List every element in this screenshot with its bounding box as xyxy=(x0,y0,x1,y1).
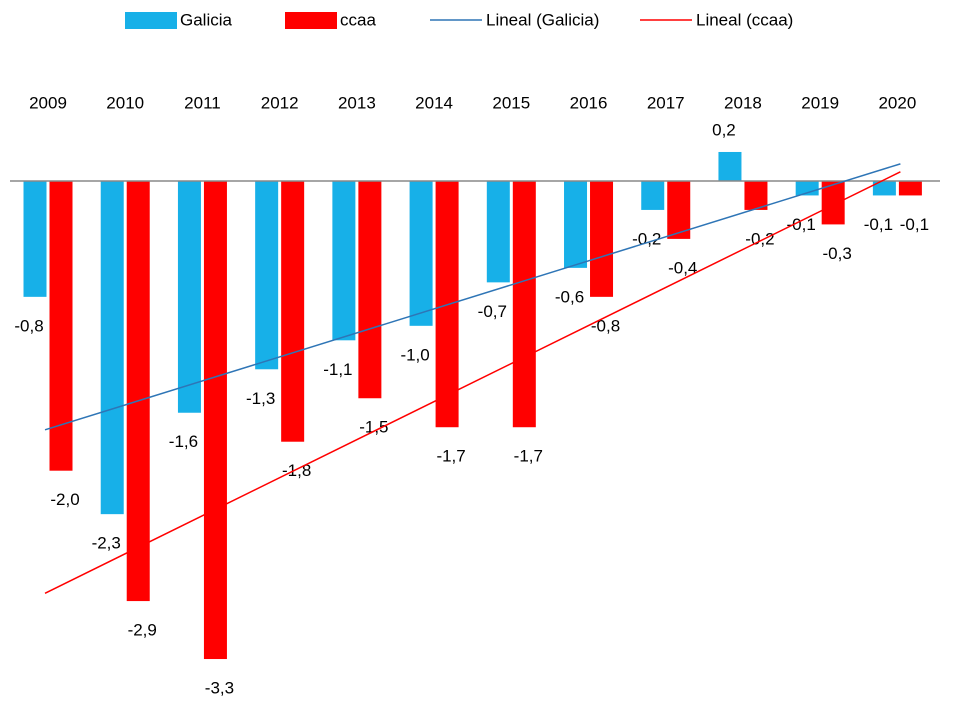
bar xyxy=(332,180,356,341)
value-label: -0,1 xyxy=(864,215,893,234)
value-label: -1,5 xyxy=(359,418,388,437)
bar xyxy=(564,180,588,268)
x-tick-label: 2014 xyxy=(415,93,453,112)
legend-swatch xyxy=(285,12,337,29)
legend-swatch xyxy=(125,12,177,29)
bar xyxy=(255,180,279,370)
value-label: -0,2 xyxy=(745,229,774,248)
legend-label: Lineal (ccaa) xyxy=(696,10,793,29)
value-label: -0,3 xyxy=(823,244,852,263)
x-tick-label: 2018 xyxy=(724,93,762,112)
value-label: 0,2 xyxy=(712,120,736,139)
bar xyxy=(177,180,201,413)
bar xyxy=(512,180,536,428)
bar xyxy=(872,180,896,196)
value-label: -1,0 xyxy=(400,345,429,364)
bar xyxy=(641,180,665,210)
x-tick-label: 2009 xyxy=(29,93,67,112)
bar xyxy=(358,180,382,399)
value-label: -0,6 xyxy=(555,287,584,306)
value-label: -0,8 xyxy=(591,316,620,335)
bar xyxy=(49,180,73,471)
x-tick-label: 2020 xyxy=(878,93,916,112)
legend-label: Lineal (Galicia) xyxy=(486,10,599,29)
value-label: -1,1 xyxy=(323,360,352,379)
value-label: -1,7 xyxy=(514,447,543,466)
legend-label: ccaa xyxy=(340,10,376,29)
value-label: -0,7 xyxy=(478,302,507,321)
value-label: -0,1 xyxy=(787,215,816,234)
value-label: -2,0 xyxy=(50,490,79,509)
bar xyxy=(203,180,227,660)
value-label: -0,2 xyxy=(632,229,661,248)
bar xyxy=(590,180,614,297)
x-tick-label: 2019 xyxy=(801,93,839,112)
x-tick-label: 2012 xyxy=(261,93,299,112)
trendline xyxy=(44,171,901,594)
value-label: -2,3 xyxy=(92,534,121,553)
bar xyxy=(667,180,691,239)
x-tick-label: 2015 xyxy=(492,93,530,112)
x-tick-label: 2017 xyxy=(647,93,685,112)
bar xyxy=(898,180,922,196)
x-tick-label: 2011 xyxy=(184,93,221,112)
trendline xyxy=(44,163,901,431)
bar xyxy=(126,180,150,602)
x-tick-label: 2010 xyxy=(106,93,144,112)
legend-label: Galicia xyxy=(180,10,233,29)
bar xyxy=(281,180,305,442)
bar xyxy=(718,151,742,181)
value-label: -1,6 xyxy=(169,432,198,451)
bar xyxy=(744,180,768,210)
value-label: -2,9 xyxy=(128,621,157,640)
bar xyxy=(486,180,510,283)
value-label: -0,1 xyxy=(900,215,929,234)
x-tick-label: 2013 xyxy=(338,93,376,112)
bar xyxy=(821,180,845,225)
value-label: -0,8 xyxy=(14,316,43,335)
bar xyxy=(23,180,47,297)
x-tick-label: 2016 xyxy=(570,93,608,112)
value-label: -1,7 xyxy=(436,447,465,466)
value-label: -3,3 xyxy=(205,679,234,698)
bar xyxy=(100,180,124,515)
bar xyxy=(409,180,433,326)
value-label: -0,4 xyxy=(668,258,697,277)
value-label: -1,3 xyxy=(246,389,275,408)
